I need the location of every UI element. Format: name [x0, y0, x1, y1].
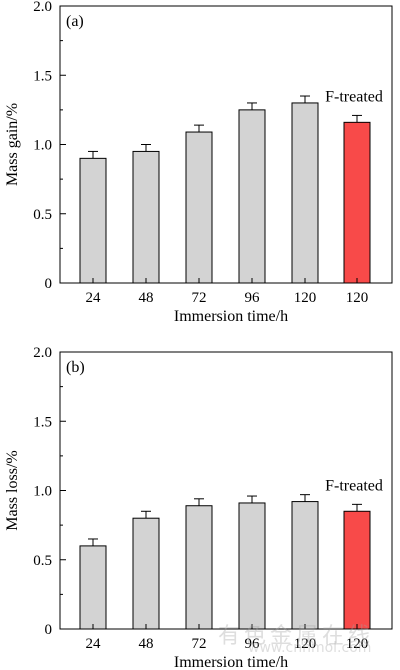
bar: [291, 501, 319, 630]
x-tick-label: 24: [86, 290, 102, 306]
bar: [79, 157, 107, 284]
annotation-f-treated: F-treated: [325, 88, 383, 105]
bar: [343, 510, 371, 630]
y-tick-label: 2.0: [33, 0, 52, 15]
x-tick-label: 120: [294, 636, 317, 652]
y-tick-label: 0: [45, 276, 53, 292]
x-tick-label: 96: [245, 636, 261, 652]
bar: [132, 517, 160, 630]
bar: [185, 131, 213, 284]
y-tick-label: 0.5: [33, 207, 52, 223]
x-tick-label: 72: [192, 636, 207, 652]
x-tick-label: 96: [245, 290, 261, 306]
x-tick-label: 120: [346, 290, 369, 306]
bar: [238, 502, 266, 630]
y-tick-label: 1.0: [33, 484, 52, 500]
chart-panel-a: 0 0.5 1.0 1.5 2.0 24 48 72 96 120 120 Immersion tim…: [4, 0, 393, 325]
annotation-f-treated: F-treated: [325, 477, 383, 494]
y-tick-label: 0.5: [33, 553, 52, 569]
bar: [238, 109, 266, 284]
x-tick-label: 48: [139, 636, 154, 652]
bar: [185, 505, 213, 630]
panel-label: (b): [66, 359, 85, 376]
x-tick-label: 48: [139, 290, 154, 306]
y-tick-label: 1.5: [33, 414, 52, 430]
x-tick-label: 120: [294, 290, 317, 306]
y-axis-label: Mass loss/%: [4, 450, 21, 530]
x-tick-label: 120: [346, 636, 369, 652]
panel-label: (a): [66, 13, 84, 30]
chart-panel-b: 0 0.5 1.0 1.5 2.0 24 48 72 96 120 120 Immersion tim…: [4, 345, 393, 670]
y-tick-label: 1.5: [33, 68, 52, 84]
x-axis-label: Immersion time/h: [174, 308, 288, 325]
x-tick-label: 72: [192, 290, 207, 306]
bar: [291, 102, 319, 284]
plot-frame: [59, 5, 393, 284]
y-tick-label: 1.0: [33, 138, 52, 154]
x-axis-label: Immersion time/h: [174, 654, 288, 670]
y-tick-label: 2.0: [33, 345, 52, 361]
y-tick-label: 0: [45, 622, 53, 638]
bar: [79, 545, 107, 630]
bar: [132, 150, 160, 284]
y-axis-label: Mass gain/%: [4, 103, 21, 186]
bar: [343, 121, 371, 284]
x-tick-label: 24: [86, 636, 102, 652]
